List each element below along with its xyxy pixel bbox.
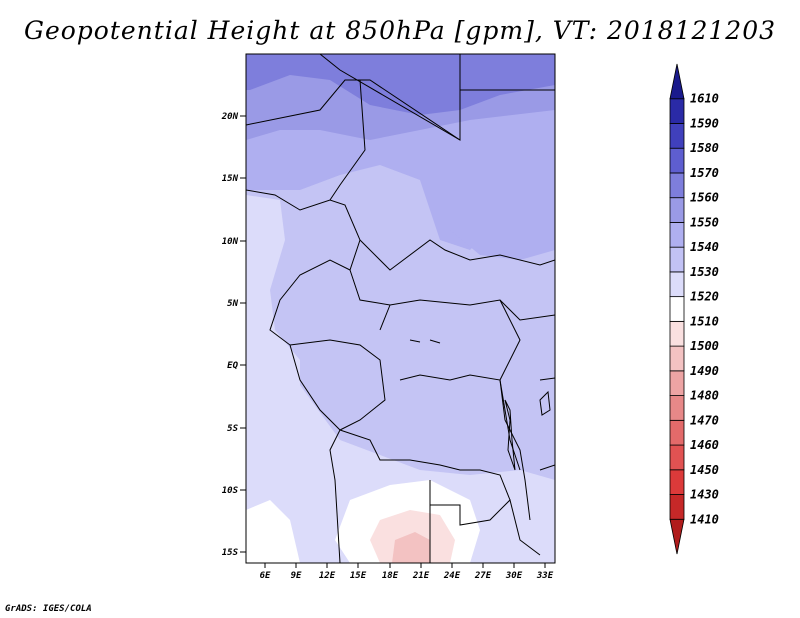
lakes [409, 339, 551, 471]
contour-1540-1550-east [440, 165, 555, 260]
colorbar-label: 1460 [690, 438, 719, 452]
country-borders [246, 54, 555, 563]
lon-label-21e: 21E [412, 571, 430, 581]
longitude-axis: 6E 9E 12E 15E 18E 21E 24E 27E 30E 33E [260, 563, 554, 581]
colorbar-label: 1450 [690, 463, 719, 477]
lon-label-24e: 24E [443, 571, 461, 581]
lon-label-33e: 33E [536, 571, 554, 581]
colorbar-label: 1550 [690, 215, 719, 229]
contour-1520-1530-south [246, 380, 555, 563]
colorbar-label: 1530 [690, 265, 719, 279]
colorbar-label: 1570 [690, 166, 719, 180]
colorbar-segment [669, 419, 685, 446]
colorbar-segment [669, 172, 685, 199]
lat-label-15n: 15N [222, 174, 239, 184]
colorbar-label: 1540 [690, 240, 719, 254]
lat-label-20n: 20N [221, 112, 239, 122]
colorbar-segment [669, 197, 685, 223]
colorbar-segment [669, 222, 685, 248]
colorbar-label: 1490 [690, 364, 719, 378]
lon-label-18e: 18E [382, 571, 399, 581]
colorbar-segment [669, 469, 685, 495]
colorbar-segment [669, 370, 685, 396]
colorbar-segment [669, 395, 685, 421]
colorbar-segment [669, 518, 685, 555]
colorbar-segment [669, 296, 685, 322]
colorbar-segment [669, 246, 685, 273]
lon-label-30e: 30E [505, 571, 523, 581]
colorbar-label: 1560 [690, 191, 719, 205]
colorbar-label: 1510 [690, 314, 719, 328]
lat-label-5s: 5S [227, 424, 238, 434]
colorbar-label: 1470 [690, 413, 719, 427]
map-frame [245, 53, 556, 564]
lon-label-6e: 6E [260, 571, 271, 581]
lat-label-10s: 10S [222, 486, 239, 496]
contour-1520-1530-west [246, 195, 300, 440]
map-title: Geopotential Height at 850hPa [gpm], VT:… [23, 16, 777, 45]
colorbar-label: 1610 [690, 92, 719, 106]
colorbar-label: 1480 [690, 389, 719, 403]
latitude-axis: 20N 15N 10N 5N EQ 5S 10S 15S [221, 112, 246, 558]
lat-label-eq: EQ [227, 361, 238, 371]
colorbar-segment [669, 271, 685, 298]
colorbar-segment [669, 123, 685, 149]
lat-label-10n: 10N [222, 237, 239, 247]
lat-label-5n: 5N [227, 299, 238, 309]
colorbar-segment [669, 147, 685, 174]
colorbar: 1410 1430 1450 1460 1470 1480 1490 1500 1510 1520… [669, 63, 719, 555]
colorbar-segment [669, 63, 685, 100]
lat-label-15s: 15S [222, 548, 239, 558]
map-plot-area [246, 54, 555, 563]
lon-label-12e: 12E [319, 571, 336, 581]
colorbar-segment [669, 320, 685, 347]
colorbar-segment [669, 345, 685, 372]
colorbar-label: 1430 [690, 488, 719, 502]
colorbar-label: 1520 [690, 290, 719, 304]
colorbar-segment [669, 494, 685, 520]
lon-label-9e: 9E [291, 571, 302, 581]
grads-credit: GrADS: IGES/COLA [5, 604, 92, 614]
lon-label-27e: 27E [474, 571, 492, 581]
contour-1560-1570 [246, 54, 555, 115]
colorbar-label: 1410 [690, 512, 719, 526]
contour-1490-1500 [392, 532, 430, 563]
colorbar-segment [669, 444, 685, 471]
colorbar-label: 1500 [690, 339, 719, 353]
colorbar-segment [669, 98, 685, 124]
colorbar-label: 1580 [690, 141, 719, 155]
colorbar-label: 1590 [690, 116, 719, 130]
lon-label-15e: 15E [350, 571, 367, 581]
